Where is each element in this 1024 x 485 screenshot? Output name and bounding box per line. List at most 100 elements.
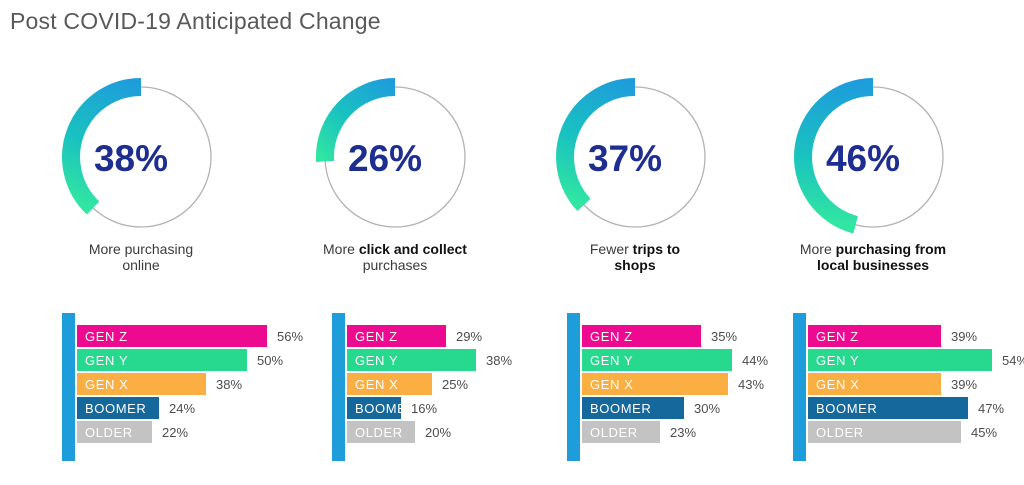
bar: GEN X (77, 373, 206, 395)
caption-segment: More purchasing (88, 241, 194, 257)
generation-bar-chart: GEN Z 29% GEN Y 38% GEN X 25% BOOMER 16% OLDER 20… (332, 313, 572, 463)
bar: GEN Z (347, 325, 446, 347)
donut-arc (794, 78, 874, 234)
generation-bar-chart: GEN Z 39% GEN Y 54% GEN X 39% BOOMER 47% OLDER 45… (793, 313, 1024, 463)
bar-value-label: 39% (951, 328, 978, 344)
donut-svg (794, 78, 944, 234)
bar-value-label: 38% (486, 352, 513, 368)
donut-value-wrap: 37% (555, 77, 715, 237)
bar-category-label: BOOMER (85, 400, 147, 416)
bar-row: GEN Y 54% (808, 349, 1024, 371)
bar: GEN Y (77, 349, 247, 371)
bar-row: BOOMER 16% (347, 397, 512, 419)
donut-caption: More click and collect purchases (285, 241, 505, 273)
caption-line: More purchasing from (763, 241, 983, 257)
bar-category-label: GEN Y (816, 352, 860, 368)
bar-category-label: GEN Z (816, 328, 859, 344)
bar-category-label: GEN Y (590, 352, 634, 368)
bar-category-label: GEN X (85, 376, 129, 392)
donut-gauge: 38% (61, 77, 221, 237)
bar-row: OLDER 20% (347, 421, 512, 443)
bar-category-label: GEN Y (355, 352, 399, 368)
bar-row: GEN X 25% (347, 373, 512, 395)
bar-value-label: 50% (257, 352, 284, 368)
generation-bar-chart: GEN Z 56% GEN Y 50% GEN X 38% BOOMER 24% OLDER 22… (62, 313, 303, 463)
bar-value-label: 20% (425, 424, 452, 440)
donut-value-wrap: 46% (793, 77, 953, 237)
donut-svg (62, 78, 212, 228)
donut-caption: Fewer trips to shops (525, 241, 745, 273)
caption-segment: click and collect (358, 241, 467, 257)
bar-value-label: 43% (738, 376, 765, 392)
donut-value: 46% (825, 138, 901, 179)
caption-segment: purchases (362, 257, 428, 273)
donut-svg (316, 78, 466, 228)
bar-value-label: 29% (456, 328, 483, 344)
bar-row: GEN Y 44% (582, 349, 768, 371)
bar-value-label: 54% (1002, 352, 1024, 368)
bar: BOOMER (77, 397, 159, 419)
bar: BOOMER (582, 397, 684, 419)
donut-caption: More purchasing from local businesses (763, 241, 983, 273)
donut-gauge: 37% (555, 77, 715, 237)
donut-value-wrap: 26% (315, 77, 475, 237)
bar: GEN Y (347, 349, 476, 371)
bar-value-label: 56% (277, 328, 304, 344)
bar-row: GEN Z 56% (77, 325, 303, 347)
caption-line: Fewer trips to (525, 241, 745, 257)
donut-gauge: 46% (793, 77, 953, 237)
caption-segment: More (323, 241, 359, 257)
chart-rows: GEN Z 35% GEN Y 44% GEN X 43% BOOMER 30% OLDER 23… (582, 325, 768, 445)
bar-category-label: GEN Z (85, 328, 128, 344)
bar-row: GEN Y 38% (347, 349, 512, 371)
bar-row: GEN X 38% (77, 373, 303, 395)
bar-value-label: 22% (162, 424, 189, 440)
donut-gauge: 26% (315, 77, 475, 237)
bar-row: OLDER 45% (808, 421, 1024, 443)
donut-arc (62, 78, 142, 215)
bar-value-label: 30% (694, 400, 721, 416)
bar-value-label: 35% (711, 328, 738, 344)
bar: BOOMER (808, 397, 968, 419)
bar: GEN Y (808, 349, 992, 371)
bar: GEN X (808, 373, 941, 395)
bar-category-label: GEN X (816, 376, 860, 392)
bar-category-label: GEN Y (85, 352, 129, 368)
chart-axis-bar (62, 313, 75, 461)
bar-category-label: BOOMER (355, 400, 417, 416)
bar-value-label: 23% (670, 424, 697, 440)
caption-segment: Fewer (589, 241, 633, 257)
bar-category-label: OLDER (816, 424, 864, 440)
generation-bar-chart: GEN Z 35% GEN Y 44% GEN X 43% BOOMER 30% OLDER 23… (567, 313, 807, 463)
bar-category-label: OLDER (590, 424, 638, 440)
caption-segment: trips to (632, 241, 681, 257)
bar: GEN X (582, 373, 728, 395)
caption-segment: purchasing from (835, 241, 947, 257)
bar-row: GEN X 43% (582, 373, 768, 395)
caption-line: More purchasing (31, 241, 251, 257)
caption-segment: online (122, 257, 160, 273)
donut-arc (556, 78, 636, 212)
bar-row: GEN X 39% (808, 373, 1024, 395)
caption-segment: local businesses (816, 257, 930, 273)
caption-segment: shops (614, 257, 656, 273)
bar: GEN Z (582, 325, 701, 347)
bar: GEN Z (77, 325, 267, 347)
bar-category-label: OLDER (355, 424, 403, 440)
bar: OLDER (808, 421, 961, 443)
bar-value-label: 44% (742, 352, 769, 368)
bar-value-label: 16% (411, 400, 438, 416)
bar-row: BOOMER 24% (77, 397, 303, 419)
bar-value-label: 38% (216, 376, 243, 392)
bar-row: BOOMER 47% (808, 397, 1024, 419)
chart-rows: GEN Z 39% GEN Y 54% GEN X 39% BOOMER 47% OLDER 45… (808, 325, 1024, 445)
donut-caption: More purchasing online (31, 241, 251, 273)
chart-axis-bar (332, 313, 345, 461)
donut-value-wrap: 38% (61, 77, 221, 237)
bar-category-label: BOOMER (590, 400, 652, 416)
caption-line: shops (525, 257, 745, 273)
bar-row: OLDER 22% (77, 421, 303, 443)
bar: OLDER (347, 421, 415, 443)
bar: OLDER (77, 421, 152, 443)
